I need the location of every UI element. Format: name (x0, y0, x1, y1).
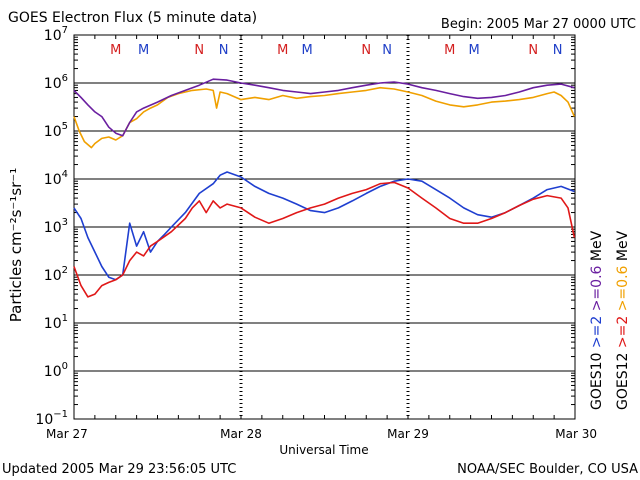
local-time-marker: N (361, 43, 371, 58)
legend-entry: >=2 (615, 316, 631, 353)
legend-entry: GOES12 (615, 353, 631, 410)
y-tick-label: 106 (44, 73, 68, 92)
y-tick-label: 100 (44, 361, 68, 380)
y-tick-label: 102 (44, 265, 68, 284)
x-tick-label: Mar 29 (387, 427, 429, 441)
updated-timestamp: Updated 2005 Mar 29 23:56:05 UTC (2, 462, 236, 477)
legend-entry: >=2 (589, 316, 605, 353)
begin-time: Begin: 2005 Mar 27 0000 UTC (441, 17, 636, 32)
legend-column: GOES10 >=2 >=0.6 MeV (589, 230, 605, 410)
y-axis-ticks: 107 106 105 104 103 102 101 100 10−1 (35, 25, 575, 428)
x-axis-ticks: Mar 27 Mar 28 Mar 29 Mar 30 (46, 35, 597, 441)
series-line (73, 78, 575, 137)
local-time-marker: N (382, 43, 392, 58)
y-axis-label: Particles cm⁻²s⁻¹sr⁻¹ (7, 168, 25, 322)
y-tick-label: 101 (44, 313, 68, 332)
series-line (73, 171, 575, 281)
local-time-marker: M (468, 43, 479, 58)
x-tick-label: Mar 28 (220, 427, 262, 441)
local-time-marker: M (301, 43, 312, 58)
local-time-marker: M (138, 43, 149, 58)
y-tick-label: 107 (44, 25, 68, 44)
series-group (73, 78, 576, 298)
local-time-marker: M (110, 43, 121, 58)
chart-title: GOES Electron Flux (5 minute data) (8, 10, 257, 26)
x-tick-label: Mar 27 (46, 427, 88, 441)
local-time-marker: M (277, 43, 288, 58)
y-tick-label: 103 (44, 217, 68, 236)
series-line (73, 181, 576, 298)
local-time-marker: M (444, 43, 455, 58)
legend-entry: MeV (615, 230, 631, 265)
legend-column: GOES12 >=2 >=0.6 MeV (615, 230, 631, 410)
legend-entry: MeV (589, 230, 605, 265)
y-tick-label: 105 (44, 121, 68, 140)
local-time-marker: N (194, 43, 204, 58)
x-axis-label: Universal Time (279, 443, 368, 457)
legend-entry: >=0.6 (615, 265, 631, 315)
legend-entry: >=0.6 (589, 265, 605, 315)
x-tick-label: Mar 30 (555, 427, 597, 441)
y-tick-label: 10−1 (35, 409, 68, 428)
y-tick-label: 104 (44, 169, 68, 188)
local-time-marker: N (553, 43, 563, 58)
local-time-marker: N (528, 43, 538, 58)
grid (74, 35, 575, 419)
credit-text: NOAA/SEC Boulder, CO USA (457, 462, 638, 477)
legend-entry: GOES10 (589, 353, 605, 410)
local-time-marker: N (219, 43, 229, 58)
